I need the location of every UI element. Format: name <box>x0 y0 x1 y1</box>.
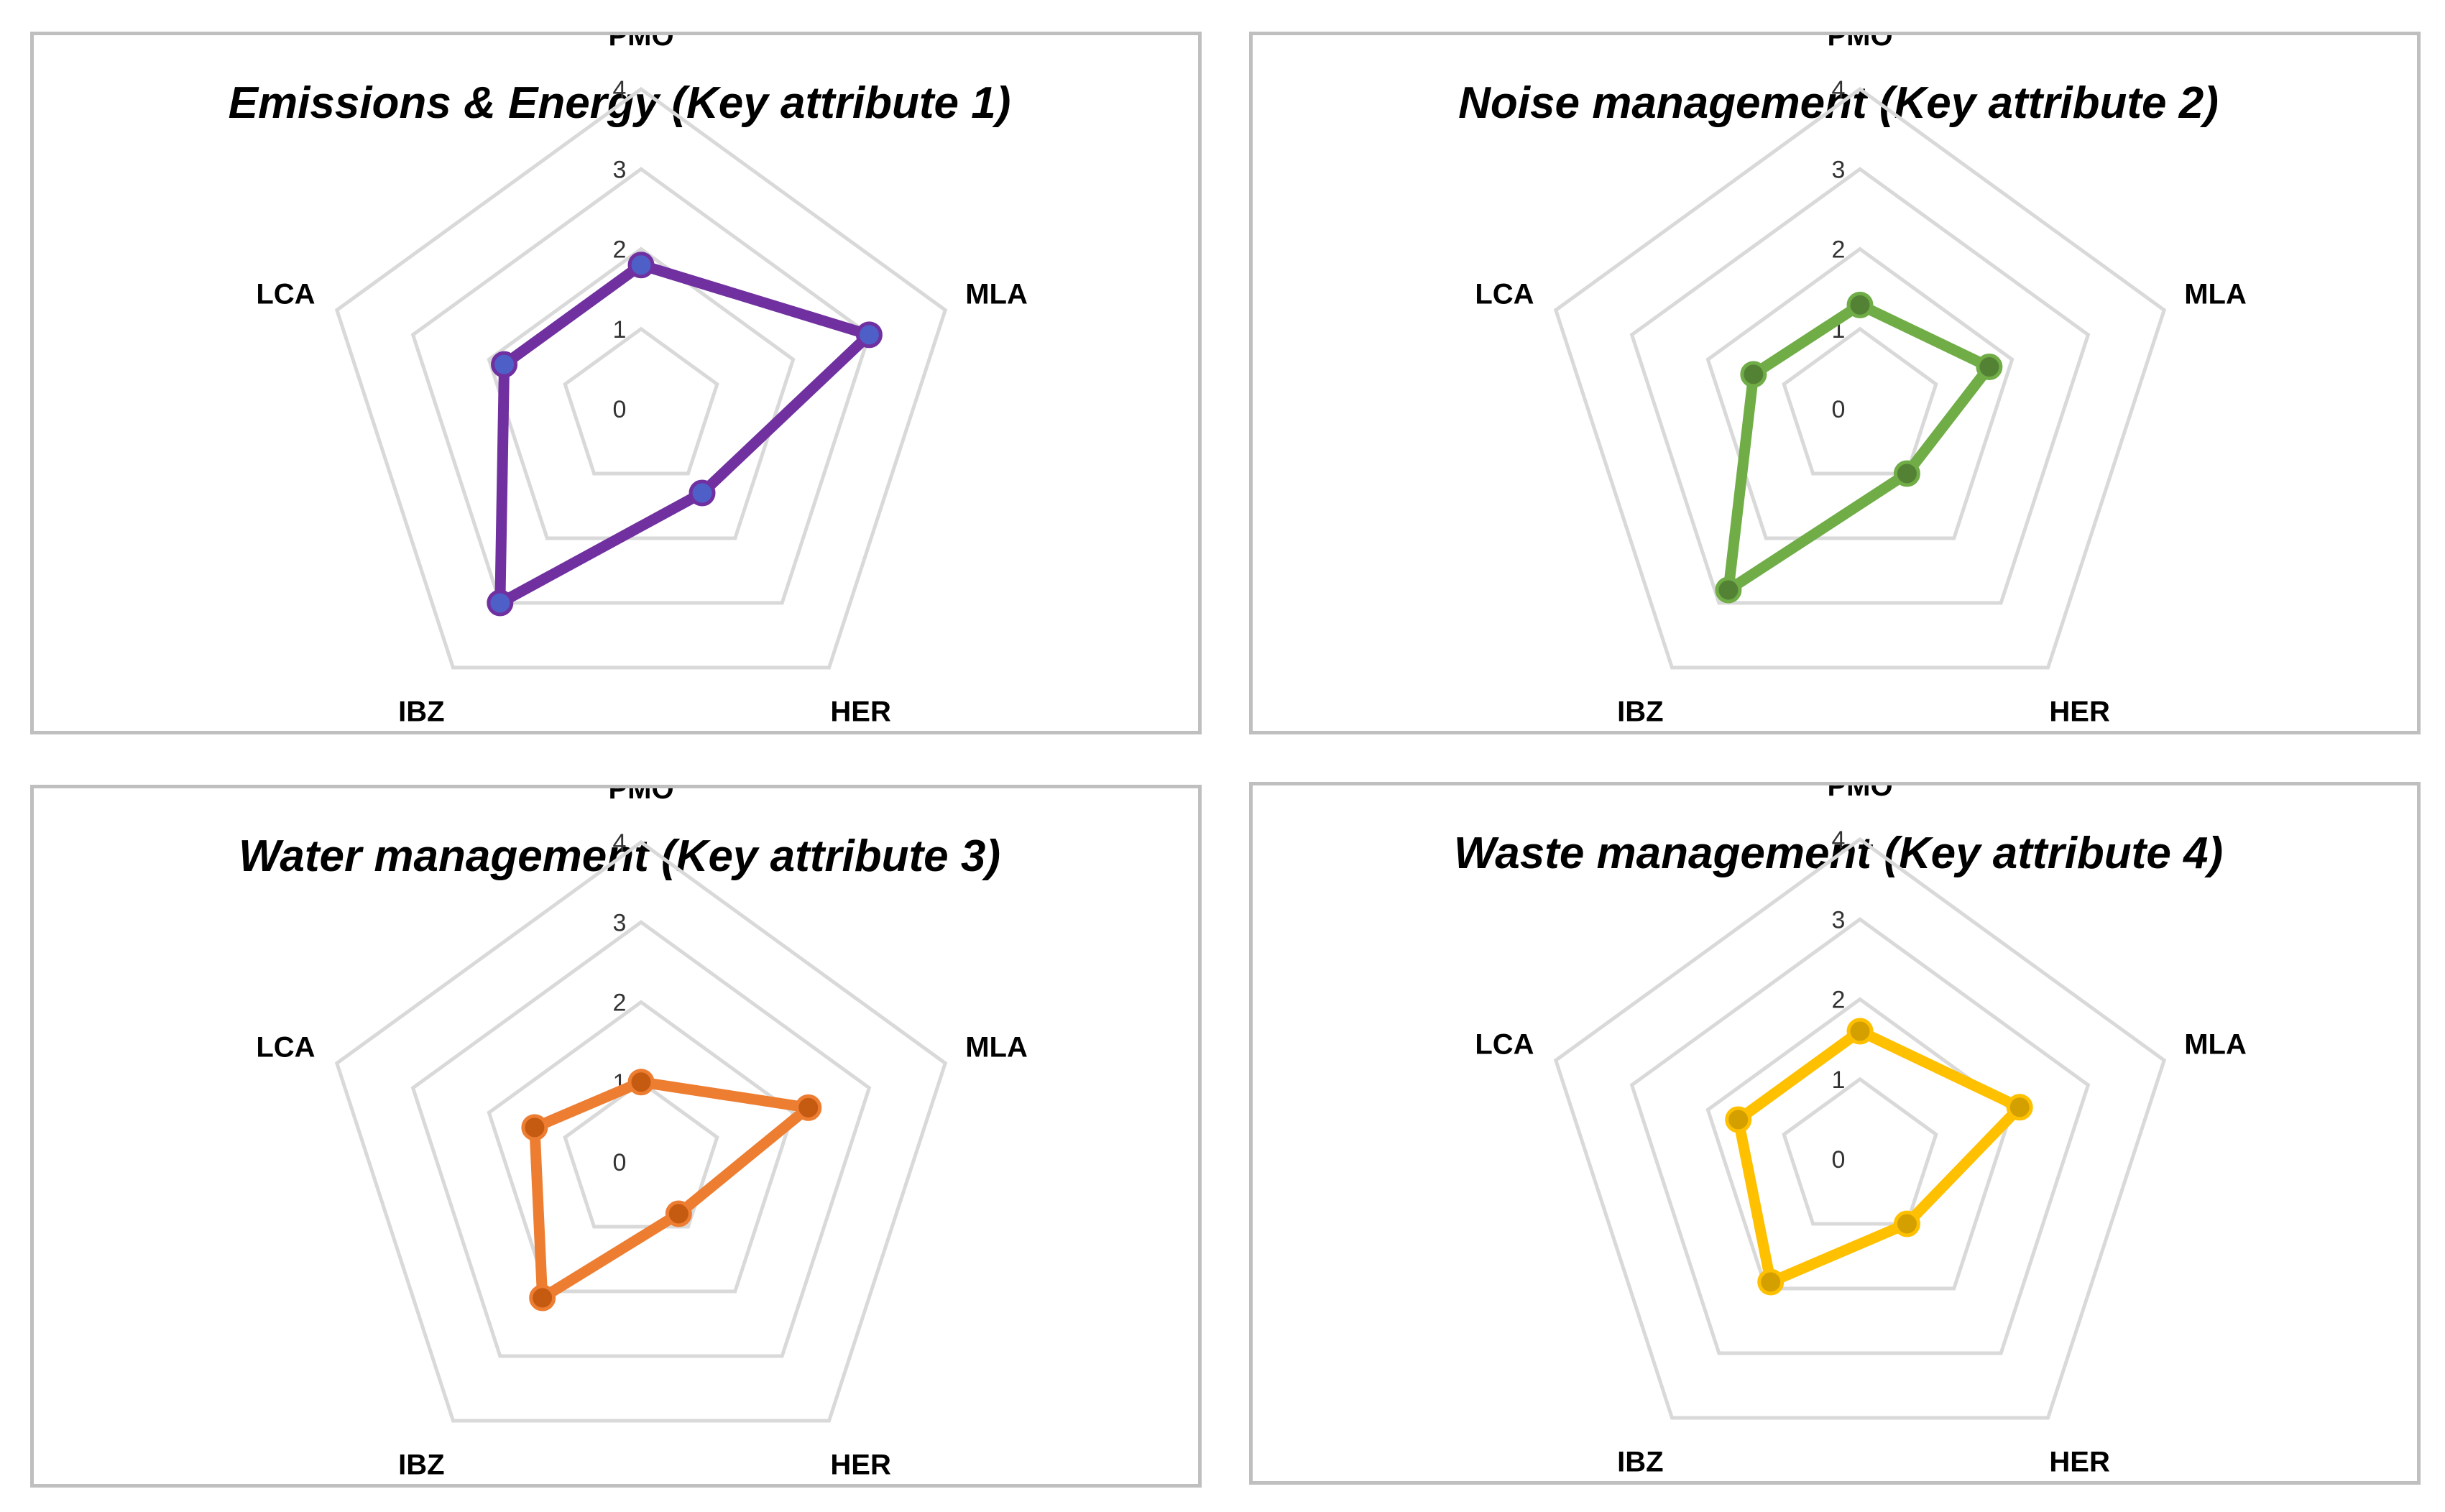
tick-label-0: 0 <box>613 396 627 423</box>
data-point-pmo <box>1846 291 1874 318</box>
data-point-mla <box>795 1094 822 1121</box>
data-point-lca <box>1740 361 1767 388</box>
data-point-ibz <box>487 589 514 617</box>
data-point-ibz <box>1715 576 1742 604</box>
axis-label-lca: LCA <box>1475 1028 1534 1060</box>
tick-label-3: 3 <box>613 909 627 936</box>
axis-label-her: HER <box>2049 1447 2110 1478</box>
tick-label-4: 4 <box>1832 826 1846 854</box>
grid-ring-3 <box>1629 167 2091 605</box>
axis-label-mla: MLA <box>2184 278 2247 310</box>
grid-ring-2 <box>487 246 796 540</box>
tick-label-2: 2 <box>613 236 627 264</box>
data-point-ibz <box>1757 1268 1785 1296</box>
tick-label-2: 2 <box>1832 987 1846 1014</box>
chart-panel-1: Emissions & Energy (Key attribute 1) 0 1 2 3… <box>30 32 1202 734</box>
axis-label-mla: MLA <box>965 278 1028 310</box>
grid-ring-1 <box>563 326 719 476</box>
grid-ring-2 <box>1705 246 2015 540</box>
data-point-her <box>1893 1210 1920 1237</box>
data-point-pmo <box>627 1069 655 1096</box>
data-point-pmo <box>1846 1018 1874 1045</box>
axis-label-lca: LCA <box>256 1031 315 1063</box>
grid-ring-1 <box>1782 326 1938 476</box>
grid-ring-2 <box>487 1000 796 1294</box>
tick-label-4: 4 <box>1832 76 1846 103</box>
tick-label-2: 2 <box>613 990 627 1017</box>
radar-chart-water-management: Water management (Key attribute 3)01234P… <box>239 788 1028 1481</box>
series-line <box>1733 1025 2025 1288</box>
tick-label-3: 3 <box>1832 906 1846 934</box>
axis-label-pmo: PMO <box>1827 785 1892 802</box>
axis-label-ibz: IBZ <box>398 696 444 728</box>
chart-panel-2: Noise management (Key attribute 2) 0 1 2 3 4 P… <box>1249 32 2421 734</box>
axis-label-pmo: PMO <box>608 35 673 52</box>
data-point-mla <box>855 321 883 349</box>
radar-chart-noise-management: Noise management (Key attribute 2)01234P… <box>1458 35 2247 728</box>
series-line <box>1723 299 1995 596</box>
radar-chart-emissions-energy: Emissions & Energy (Key attribute 1)0123… <box>229 35 1028 728</box>
grid-ring-1 <box>1782 1077 1938 1226</box>
axis-label-ibz: IBZ <box>1617 1447 1663 1478</box>
series-line <box>494 259 875 609</box>
grid-ring-3 <box>410 920 872 1358</box>
tick-label-0: 0 <box>1832 1146 1846 1174</box>
grid-ring-3 <box>410 167 872 605</box>
axis-label-pmo: PMO <box>608 788 673 805</box>
axis-label-ibz: IBZ <box>398 1449 444 1481</box>
data-point-pmo <box>627 252 655 279</box>
axis-label-pmo: PMO <box>1827 35 1892 52</box>
grid-ring-1 <box>563 1079 719 1229</box>
axis-label-mla: MLA <box>2184 1028 2247 1060</box>
tick-label-3: 3 <box>613 156 627 183</box>
axis-label-her: HER <box>830 696 891 728</box>
tick-label-4: 4 <box>613 76 627 103</box>
tick-label-1: 1 <box>1832 1066 1846 1094</box>
radar-chart-waste-management: Waste management (Key attribute 4)01234P… <box>1454 785 2247 1478</box>
tick-label-2: 2 <box>1832 236 1846 264</box>
data-point-ibz <box>529 1284 556 1312</box>
chart-panel-4: Waste management (Key attribute 4) 0 1 2 3 4 P… <box>1249 782 2421 1485</box>
axis-label-mla: MLA <box>965 1031 1028 1063</box>
data-point-lca <box>491 351 518 378</box>
tick-label-0: 0 <box>1832 396 1846 423</box>
grid-ring-3 <box>1629 917 2091 1355</box>
chart-panel-3: Water management (Key attribute 3) 0 1 2 3 4 P… <box>30 785 1202 1488</box>
axis-label-lca: LCA <box>1475 278 1534 310</box>
tick-label-0: 0 <box>613 1149 627 1176</box>
grid-ring-4 <box>1553 836 2167 1420</box>
grid-ring-4 <box>334 839 948 1423</box>
tick-label-4: 4 <box>613 829 627 857</box>
tick-label-3: 3 <box>1832 156 1846 183</box>
data-point-lca <box>521 1114 548 1141</box>
axis-label-lca: LCA <box>256 278 315 310</box>
data-point-lca <box>1725 1106 1752 1133</box>
data-point-mla <box>1976 354 2003 381</box>
data-point-mla <box>2006 1094 2033 1121</box>
series-line <box>529 1077 814 1304</box>
axis-label-her: HER <box>830 1449 891 1481</box>
data-point-her <box>689 479 716 507</box>
data-point-her <box>1893 460 1920 487</box>
axis-label-ibz: IBZ <box>1617 696 1663 728</box>
grid-ring-4 <box>334 86 948 670</box>
axis-label-her: HER <box>2049 696 2110 728</box>
data-point-her <box>665 1200 692 1227</box>
grid-ring-4 <box>1553 86 2167 670</box>
tick-label-1: 1 <box>613 316 627 344</box>
